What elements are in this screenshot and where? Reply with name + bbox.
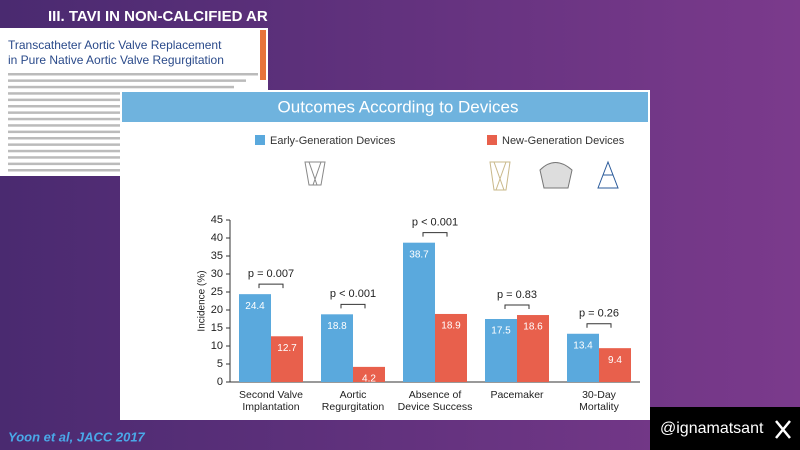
x-tick-label: Aortic (340, 389, 367, 401)
x-tick-label: Implantation (242, 401, 299, 413)
y-axis-label: Incidence (%) (197, 270, 208, 331)
p-bracket (422, 232, 448, 237)
bar (485, 319, 517, 382)
paper-title: in Pure Native Aortic Valve Regurgitatio… (8, 53, 224, 67)
slide-heading: III. TAVI IN NON-CALCIFIED AR (48, 8, 268, 25)
x-tick-label: Mortality (579, 401, 619, 413)
p-value: p = 0.26 (579, 308, 619, 320)
valve-icons (304, 160, 619, 191)
paper-title: Transcatheter Aortic Valve Replacement (8, 38, 222, 52)
bar (353, 366, 385, 382)
valve-icon (597, 160, 619, 189)
y-tick-label: 5 (217, 358, 223, 370)
p-value: p = 0.83 (497, 289, 537, 301)
y-tick-label: 25 (211, 286, 223, 298)
x-tick-label: Second Valve (239, 389, 303, 401)
p-bracket (340, 303, 366, 309)
p-value: p = 0.007 (248, 268, 294, 280)
value-label: 9.4 (608, 355, 622, 366)
x-tick-label: Device Success (398, 401, 473, 413)
value-label: 4.2 (362, 374, 376, 385)
value-label: 12.7 (277, 343, 297, 354)
bar (517, 315, 549, 382)
value-label: 18.9 (441, 321, 461, 332)
y-tick-label: 15 (211, 322, 223, 334)
value-label: 18.6 (523, 322, 543, 333)
x-tick-label: Pacemaker (490, 389, 544, 401)
x-tick-label: Regurgitation (322, 401, 385, 413)
y-tick-label: 0 (217, 376, 223, 388)
bar (599, 348, 631, 382)
x-tick-label: Absence of (409, 389, 462, 401)
legend-swatch (487, 135, 497, 145)
bar (321, 314, 353, 382)
p-bracket (586, 323, 612, 328)
author-line (8, 85, 234, 89)
y-tick-label: 40 (211, 232, 223, 244)
p-value: p < 0.001 (412, 217, 458, 229)
author-line (8, 79, 246, 82)
bar (403, 242, 435, 382)
value-label: 38.7 (409, 249, 429, 260)
x-logo (775, 420, 791, 439)
legend-label: New-Generation Devices (502, 135, 625, 147)
author-line (8, 73, 258, 76)
chart-title-bar (122, 92, 648, 122)
paper-tab (260, 30, 266, 80)
y-tick-label: 45 (211, 214, 223, 226)
legend-swatch (255, 135, 265, 145)
handle-box (650, 407, 800, 450)
bar (271, 336, 303, 382)
chart-panel (120, 90, 650, 420)
y-tick-label: 30 (211, 268, 223, 280)
value-label: 18.8 (327, 321, 347, 332)
valve-icon (489, 161, 511, 191)
handle: @ignamatsant (660, 420, 764, 437)
value-label: 24.4 (245, 301, 265, 312)
y-tick-label: 35 (211, 250, 223, 262)
bar (435, 313, 467, 382)
valve-icon (539, 162, 573, 189)
x-tick-label: 30-Day (582, 389, 617, 401)
valve-icon (304, 161, 326, 186)
value-label: 13.4 (573, 340, 593, 351)
y-tick-label: 10 (211, 340, 223, 352)
bar (239, 294, 271, 382)
legend-label: Early-Generation Devices (270, 135, 396, 147)
chart-title: Outcomes According to Devices (278, 97, 519, 116)
bar (567, 333, 599, 382)
citation: Yoon et al, JACC 2017 (8, 429, 146, 444)
y-tick-label: 20 (211, 304, 223, 316)
p-bracket (258, 283, 284, 289)
value-label: 17.5 (491, 326, 511, 337)
p-bracket (504, 304, 530, 310)
p-value: p < 0.001 (330, 288, 376, 300)
